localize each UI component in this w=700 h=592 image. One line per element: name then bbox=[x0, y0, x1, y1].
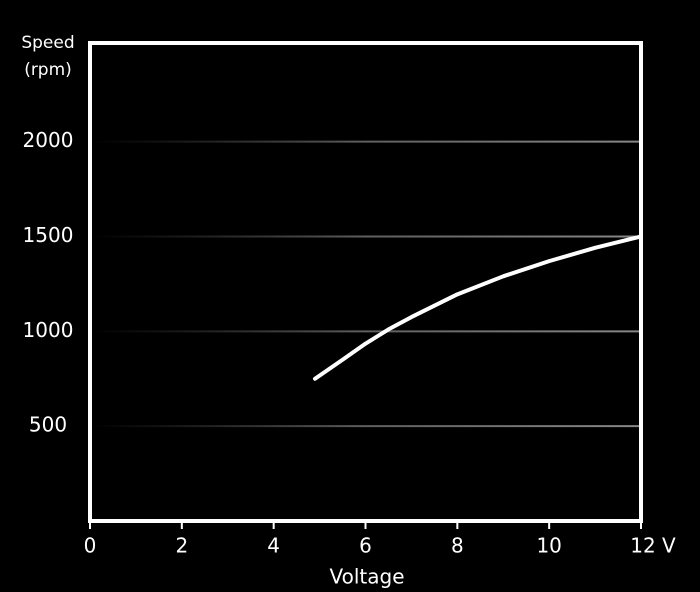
x-tick-label: 2 bbox=[175, 534, 188, 558]
x-tick-label: 10 bbox=[536, 534, 561, 558]
y-tick-label: 2000 bbox=[23, 128, 74, 152]
y-tick-label: 1000 bbox=[23, 318, 74, 342]
y-axis-unit: (rpm) bbox=[24, 60, 72, 80]
x-axis-label: Voltage bbox=[329, 565, 404, 589]
x-tick-label: 12 V bbox=[630, 534, 676, 558]
x-tick-label: 4 bbox=[267, 534, 280, 558]
x-tick-label: 8 bbox=[451, 534, 464, 558]
y-tick-label: 500 bbox=[29, 413, 67, 437]
y-axis-label: Speed bbox=[21, 33, 74, 53]
plot-frame bbox=[88, 41, 643, 523]
x-tick-label: 0 bbox=[84, 534, 97, 558]
line-series bbox=[312, 234, 643, 381]
y-tick-label: 1500 bbox=[23, 223, 74, 247]
x-tick-label: 6 bbox=[359, 534, 372, 558]
